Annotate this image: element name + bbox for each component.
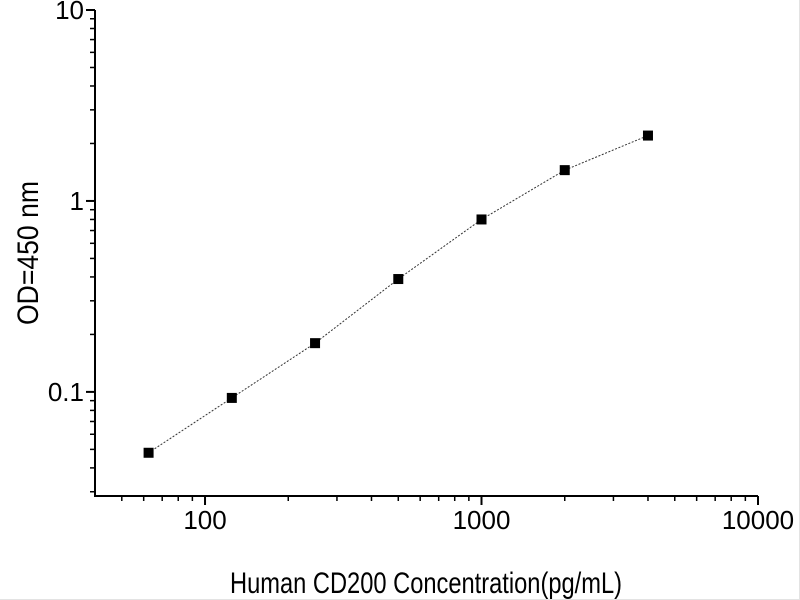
ticks-group	[86, 9, 759, 505]
tick-labels-group: 100 1000 10000 10 1 0.1	[48, 0, 794, 535]
x-axis-title: Human CD200 Concentration(pg/mL)	[230, 567, 622, 600]
series-group	[143, 130, 653, 458]
data-point-marker	[559, 165, 570, 176]
y-tick-label: 1	[70, 186, 84, 216]
data-point-marker	[310, 338, 321, 349]
data-point-marker	[226, 392, 237, 403]
data-point-marker	[476, 214, 487, 225]
y-tick-label: 10	[55, 0, 84, 25]
y-axis-title: OD=450 nm	[12, 181, 45, 325]
data-point-marker	[393, 274, 404, 285]
data-point-marker	[143, 447, 154, 458]
standard-curve-line	[148, 135, 649, 454]
x-tick-label: 1000	[453, 505, 511, 535]
axes-group	[94, 10, 758, 497]
data-point-marker	[642, 130, 653, 141]
x-tick-label: 100	[183, 505, 226, 535]
x-tick-label: 10000	[722, 505, 794, 535]
y-tick-label: 0.1	[48, 377, 84, 407]
